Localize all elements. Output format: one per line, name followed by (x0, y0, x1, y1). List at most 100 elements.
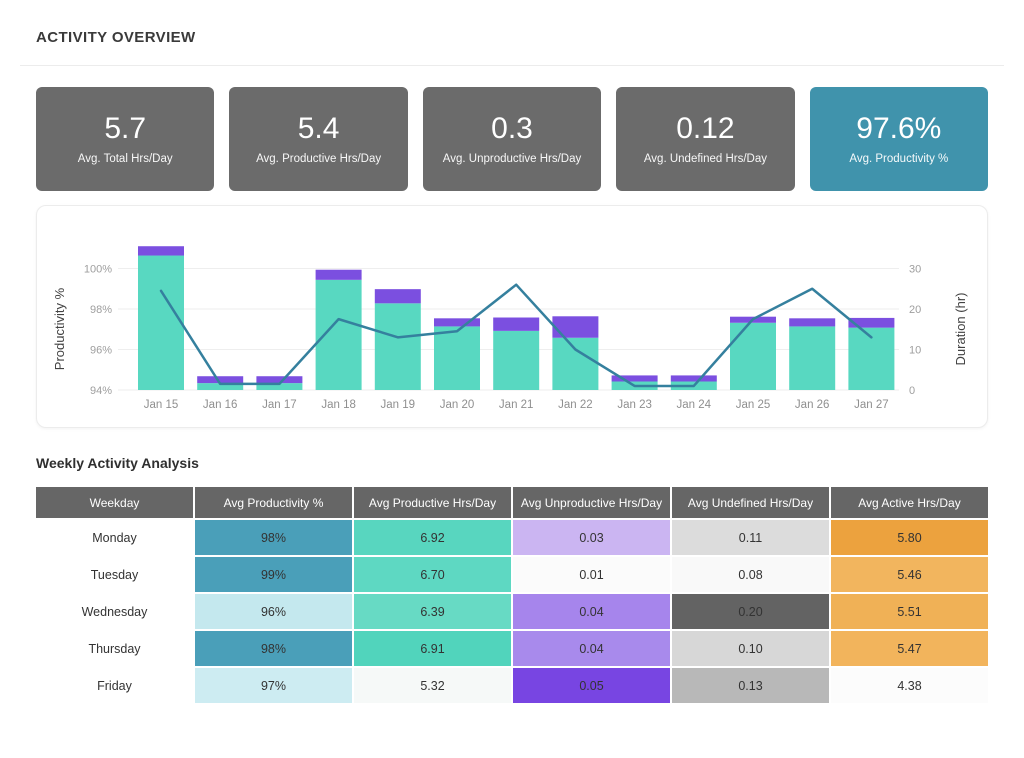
value-cell: 0.20 (672, 594, 829, 629)
weekday-cell: Friday (97, 678, 132, 693)
weekly-table-header-row: Weekday Avg Productivity % Avg Productive … (36, 487, 988, 518)
table-row: Thursday 98% 6.91 0.04 0.10 5.47 (36, 631, 988, 666)
productivity-line[interactable] (159, 283, 873, 388)
column-header: Avg Active Hrs/Day (831, 487, 988, 518)
weekly-table-body: Monday 98% 6.92 0.03 0.11 5.80 Tuesday 99% 6.70 0… (36, 520, 988, 703)
value-cell: 0.04 (513, 631, 670, 666)
productive-bar[interactable] (374, 303, 421, 390)
x-axis-label: Jan 18 (321, 399, 356, 411)
productive-bar[interactable] (138, 255, 184, 390)
value-cell: 96% (195, 594, 352, 629)
activity-chart-card: 0 10 20 30 94% 96% 98% 100% Jan 15 Jan 16 Jan 17 Ja… (36, 205, 988, 428)
value-cell: 0.13 (672, 668, 829, 703)
page-title: ACTIVITY OVERVIEW (36, 29, 196, 46)
table-row: Wednesday 96% 6.39 0.04 0.20 5.51 (36, 594, 988, 629)
value-cell: 5.32 (354, 668, 511, 703)
x-axis-label: Jan 20 (440, 399, 475, 411)
kpi-card-unproductive-hrs: 0.3 Avg. Unproductive Hrs/Day (422, 87, 602, 191)
kpi-label: Avg. Productive Hrs/Day (256, 153, 382, 166)
divider (20, 65, 1004, 66)
unproductive-bar[interactable] (552, 316, 599, 338)
left-axis-tick: 98% (90, 304, 112, 316)
weekly-activity-table: Weekday Avg Productivity % Avg Productive … (34, 485, 990, 705)
unproductive-bar[interactable] (611, 375, 658, 382)
column-header: Avg Unproductive Hrs/Day (513, 487, 670, 518)
value-cell: 4.38 (831, 668, 988, 703)
activity-chart-svg[interactable]: 0 10 20 30 94% 96% 98% 100% Jan 15 Jan 16 Jan 17 Ja… (37, 206, 987, 427)
right-axis-tick: 20 (909, 304, 921, 316)
table-row: Monday 98% 6.92 0.03 0.11 5.80 (36, 520, 988, 555)
kpi-value: 97.6% (856, 111, 942, 145)
weekday-cell: Monday (92, 530, 137, 545)
left-axis-title: Productivity % (52, 287, 67, 370)
unproductive-bar[interactable] (138, 246, 184, 256)
productive-bar[interactable] (789, 326, 836, 390)
unproductive-bar[interactable] (848, 317, 895, 328)
x-axis-label: Jan 15 (144, 399, 179, 411)
kpi-card-productivity-pct: 97.6% Avg. Productivity % (809, 87, 989, 191)
value-cell: 6.91 (354, 631, 511, 666)
value-cell: 6.92 (354, 520, 511, 555)
value-cell: 0.04 (513, 594, 670, 629)
value-cell: 5.80 (831, 520, 988, 555)
unproductive-bar[interactable] (434, 318, 480, 327)
value-cell: 0.05 (513, 668, 670, 703)
column-header: Avg Productive Hrs/Day (354, 487, 511, 518)
x-axis-label: Jan 21 (499, 399, 534, 411)
kpi-label: Avg. Undefined Hrs/Day (643, 153, 767, 166)
productive-bar[interactable] (256, 383, 303, 390)
left-axis-tick: 96% (90, 345, 112, 357)
right-axis-tick: 0 (909, 385, 915, 397)
productive-bar[interactable] (197, 383, 244, 390)
kpi-card-total-hrs: 5.7 Avg. Total Hrs/Day (36, 87, 215, 191)
unproductive-bar[interactable] (197, 376, 244, 384)
unproductive-bar[interactable] (493, 317, 540, 331)
right-axis-tick: 30 (909, 264, 921, 276)
value-cell: 0.01 (513, 557, 670, 592)
x-axis-label: Jan 27 (854, 399, 889, 411)
unproductive-bar[interactable] (789, 318, 836, 327)
x-axis-label: Jan 24 (677, 399, 712, 411)
value-cell: 5.51 (831, 594, 988, 629)
productive-bar[interactable] (552, 337, 599, 390)
unproductive-bar[interactable] (256, 376, 303, 384)
x-axis-label: Jan 23 (617, 399, 652, 411)
productive-bar[interactable] (730, 322, 776, 390)
value-cell: 98% (195, 520, 352, 555)
value-cell: 0.03 (513, 520, 670, 555)
x-axis-label: Jan 26 (795, 399, 830, 411)
weekday-cell: Tuesday (90, 567, 139, 582)
value-cell: 6.39 (354, 594, 511, 629)
right-axis-title: Duration (hr) (953, 293, 968, 366)
unproductive-bar[interactable] (374, 289, 421, 304)
value-cell: 0.08 (672, 557, 829, 592)
value-cell: 98% (195, 631, 352, 666)
value-cell: 5.46 (831, 557, 988, 592)
x-axis-label: Jan 22 (558, 399, 593, 411)
weekday-cell: Wednesday (81, 604, 148, 619)
x-axis-label: Jan 17 (262, 399, 297, 411)
productive-bar[interactable] (434, 326, 480, 390)
x-axis-label: Jan 16 (203, 399, 238, 411)
kpi-card-productive-hrs: 5.4 Avg. Productive Hrs/Day (229, 87, 408, 191)
unproductive-bar[interactable] (670, 375, 717, 382)
left-axis-tick: 94% (90, 385, 112, 397)
kpi-card-undefined-hrs: 0.12 Avg. Undefined Hrs/Day (616, 87, 795, 191)
kpi-value: 0.12 (676, 111, 735, 145)
value-cell: 5.47 (831, 631, 988, 666)
table-row: Tuesday 99% 6.70 0.01 0.08 5.46 (36, 557, 988, 592)
value-cell: 0.10 (672, 631, 829, 666)
kpi-label: Avg. Total Hrs/Day (77, 153, 173, 166)
table-row: Friday 97% 5.32 0.05 0.13 4.38 (36, 668, 988, 703)
column-header: Weekday (36, 487, 193, 518)
unproductive-bar[interactable] (315, 269, 362, 280)
kpi-value: 5.4 (297, 111, 340, 145)
column-header: Avg Undefined Hrs/Day (672, 487, 829, 518)
value-cell: 97% (195, 668, 352, 703)
productive-bar[interactable] (493, 330, 540, 390)
x-axis-label: Jan 25 (736, 399, 771, 411)
value-cell: 0.11 (672, 520, 829, 555)
kpi-label: Avg. Productivity % (849, 153, 949, 166)
left-axis-tick: 100% (84, 264, 112, 276)
weekday-cell: Thursday (88, 641, 141, 656)
